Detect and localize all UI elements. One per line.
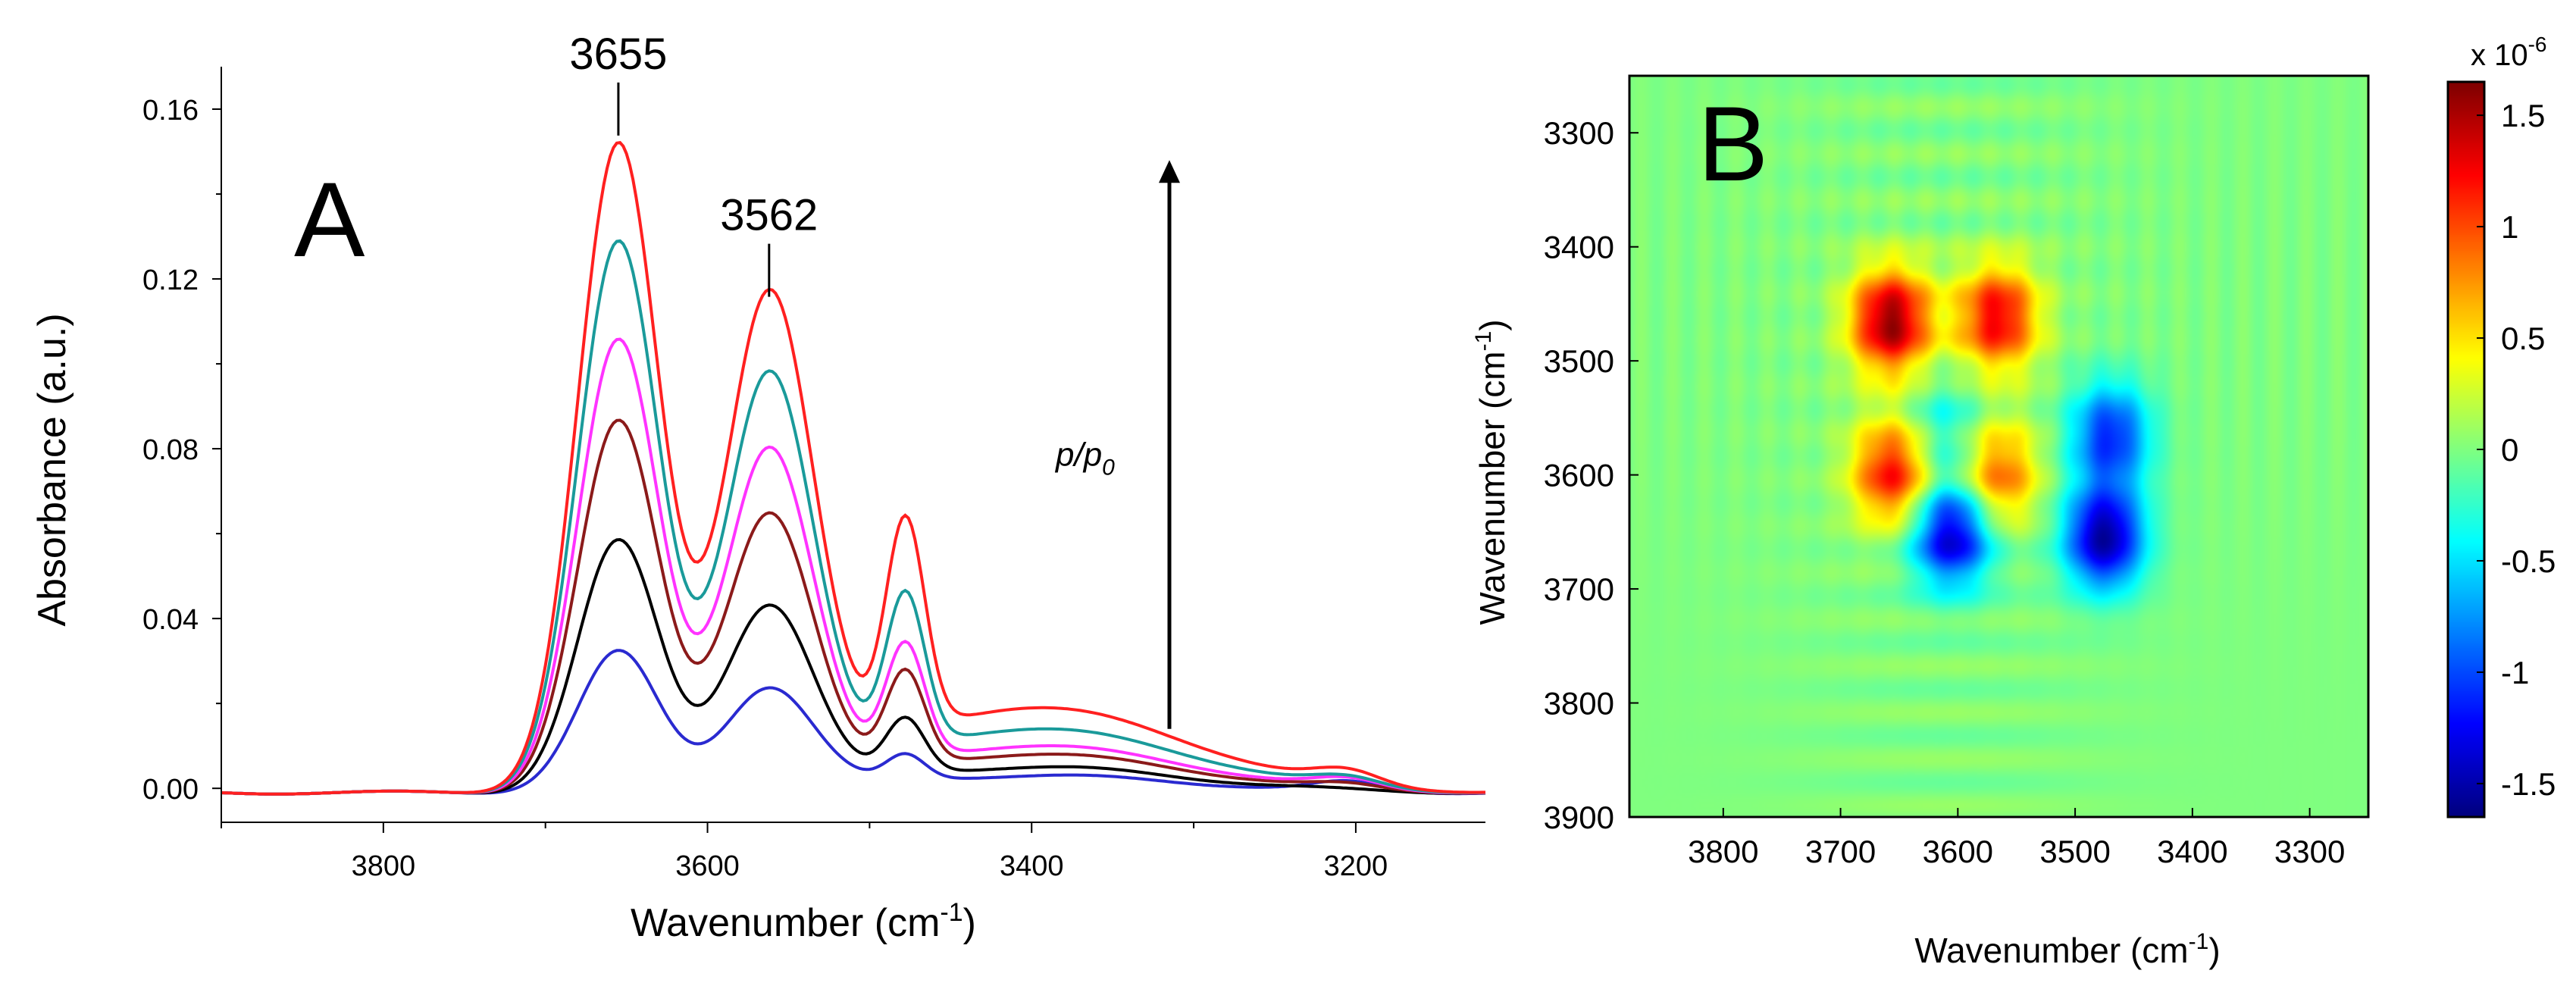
series-dark-red: [221, 418, 1486, 796]
y-tick-label: 0.00: [142, 774, 199, 806]
x-tick-label: 3400: [1000, 850, 1064, 882]
panel-a-x-axis-label: Wavenumber (cm-1): [631, 898, 976, 945]
x-tick-label: 3600: [1923, 834, 1993, 869]
x-tick-label: 3600: [675, 850, 740, 882]
panel-a-axes: [221, 67, 1485, 823]
panel-a-x-ticks: 3800 3600 3400 3200: [221, 822, 1388, 882]
y-tick-label: 3700: [1544, 571, 1614, 607]
colorbar-scale-label: x 10-6: [2471, 33, 2547, 72]
colorbar-ticks: 1.5 1 0.5 0 -0.5 -1 -1.5: [2477, 98, 2556, 802]
y-tick-label: 0.12: [142, 264, 199, 296]
x-tick-label: 3300: [2274, 834, 2345, 869]
spectra-lines: [221, 140, 1486, 796]
y-tick-label: 3900: [1544, 800, 1614, 835]
panel-b-y-axis-label: Wavenumber (cm-1): [1471, 319, 1512, 624]
x-tick-label: 3800: [1688, 834, 1758, 869]
arrow-head: [1159, 160, 1180, 183]
panel-a-label: A: [294, 160, 365, 279]
peak-label: 3655: [569, 30, 667, 79]
y-tick-label: 3300: [1544, 115, 1614, 151]
colorbar-tick-label: 1: [2501, 209, 2518, 245]
panel-b-heatmap: 3800 3700 3600 3500 3400 3300 3300 3400 3500 360…: [1471, 33, 2556, 970]
panel-b-y-ticks: 3300 3400 3500 3600 3700 3800 3900: [1544, 115, 1639, 835]
y-tick-label: 3600: [1544, 458, 1614, 493]
peak-label: 3562: [720, 191, 818, 240]
panel-a-line-chart: 0.00 0.04 0.08 0.12 0.16 3800 3600 3400 3200 36…: [30, 30, 1486, 945]
panel-b-x-axis-label: Wavenumber (cm-1): [1914, 929, 2220, 970]
panel-b-label: B: [1698, 84, 1768, 203]
x-tick-label: 3500: [2039, 834, 2110, 869]
y-tick-label: 3500: [1544, 343, 1614, 379]
y-tick-label: 0.08: [142, 434, 199, 466]
x-tick-label: 3800: [352, 850, 416, 882]
peak-annotations: 3655 3562: [569, 30, 818, 297]
panel-a-y-axis-label: Absorbance (a.u.): [30, 313, 74, 626]
colorbar-tick-label: 0: [2501, 432, 2518, 468]
pressure-arrow: [1159, 160, 1180, 729]
colorbar-tick-label: -0.5: [2501, 543, 2556, 579]
heatmap-frame: [1628, 74, 2370, 819]
series-red: [221, 140, 1485, 796]
y-tick-label: 0.04: [142, 604, 199, 636]
y-tick-label: 3400: [1544, 230, 1614, 265]
colorbar-tick-label: 0.5: [2501, 321, 2545, 356]
y-tick-label: 3800: [1544, 686, 1614, 722]
colorbar-tick-label: -1: [2501, 655, 2529, 690]
x-tick-label: 3200: [1324, 850, 1388, 882]
panel-a-y-ticks: 0.00 0.04 0.08 0.12 0.16: [142, 95, 221, 806]
y-tick-label: 0.16: [142, 95, 199, 127]
x-tick-label: 3700: [1805, 834, 1876, 869]
heatmap-image: [1629, 76, 2368, 817]
x-tick-label: 3400: [2157, 834, 2227, 869]
panel-b-x-ticks: 3800 3700 3600 3500 3400 3300: [1688, 808, 2345, 869]
colorbar-tick-label: -1.5: [2501, 766, 2556, 802]
pressure-arrow-label: p/p0: [1054, 437, 1115, 480]
series-blue: [221, 649, 1486, 796]
colorbar-tick-label: 1.5: [2501, 98, 2545, 133]
